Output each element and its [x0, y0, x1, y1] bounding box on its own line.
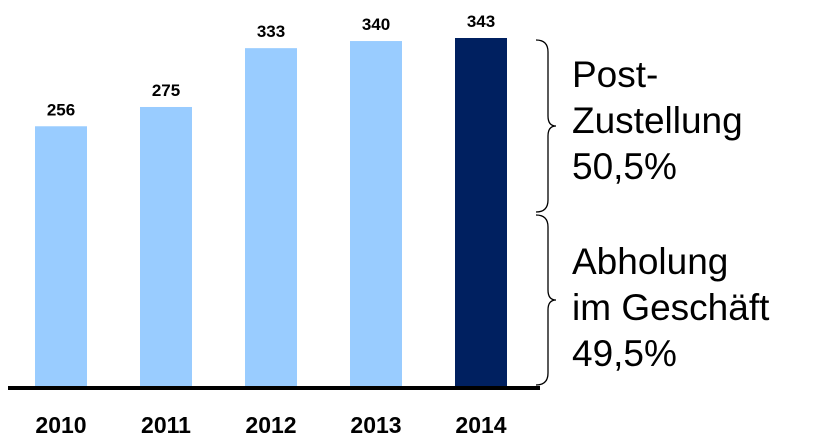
value-label: 256 [47, 100, 75, 119]
x-tick-label: 2011 [141, 412, 191, 438]
annotation: 49,5% [572, 333, 677, 374]
value-label: 343 [467, 12, 495, 31]
value-label: 333 [257, 22, 285, 41]
annotation: 50,5% [572, 146, 677, 187]
annotation: Abholung [572, 241, 728, 282]
annotation: Zustellung [572, 100, 743, 141]
annotation: im Geschäft [572, 287, 770, 328]
value-label: 275 [152, 81, 180, 100]
x-tick-label: 2014 [455, 412, 506, 438]
x-tick-label: 2013 [350, 412, 401, 438]
bar [35, 126, 87, 386]
value-label: 340 [362, 15, 390, 34]
bar [140, 106, 192, 386]
x-tick-label: 2012 [245, 412, 296, 438]
bar [245, 48, 297, 386]
annotation: Post- [572, 54, 658, 95]
bar [350, 41, 402, 386]
bar [455, 38, 507, 386]
brace [535, 39, 557, 213]
x-tick-label: 2010 [35, 412, 86, 438]
brace [535, 214, 557, 386]
